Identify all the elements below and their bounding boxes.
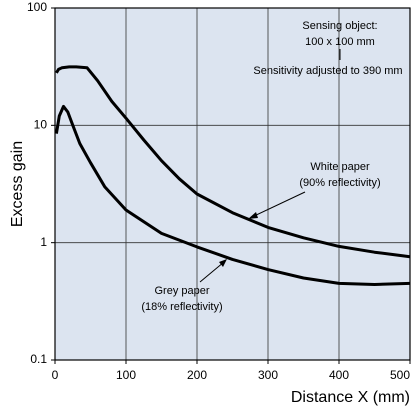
arrow xyxy=(251,191,306,218)
y-tick-label: 10 xyxy=(34,118,48,132)
annotation: 100 x 100 mm xyxy=(305,36,375,48)
x-axis-label: Distance X (mm) xyxy=(291,389,410,406)
series-label: White paper xyxy=(310,161,370,173)
series-note: (18% reflectivity) xyxy=(141,301,222,313)
series-note: (90% reflectivity) xyxy=(299,177,380,189)
plot-area xyxy=(55,8,410,360)
y-tick-label: 0.1 xyxy=(30,352,47,366)
y-axis-label: Excess gain xyxy=(9,141,26,227)
arrow xyxy=(199,261,225,283)
x-tick-label: 500 xyxy=(390,368,410,382)
plot-border xyxy=(54,7,411,361)
x-tick-label: 300 xyxy=(258,368,278,382)
annotation: Sensitivity adjusted to 390 mm xyxy=(253,65,402,77)
arrow-head xyxy=(219,259,227,267)
series-line xyxy=(55,65,411,259)
x-tick-label: 0 xyxy=(52,368,59,382)
series-line xyxy=(54,104,411,286)
series-label: Grey paper xyxy=(154,285,209,297)
y-tick-label: 1 xyxy=(40,235,47,249)
x-tick-label: 200 xyxy=(187,368,207,382)
annotation: Sensing object: xyxy=(302,20,377,32)
x-tick-label: 400 xyxy=(329,368,349,382)
arrow-head xyxy=(248,212,258,219)
x-tick-label: 100 xyxy=(116,368,136,382)
y-tick-label: 100 xyxy=(27,0,47,14)
